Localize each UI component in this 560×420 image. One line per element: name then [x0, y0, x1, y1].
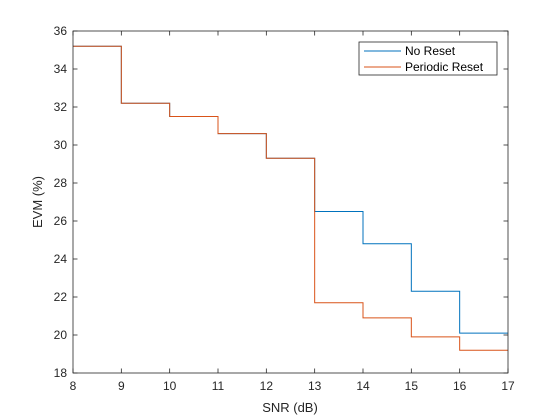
y-tick-label: 32 — [54, 100, 68, 114]
y-axis-label: EVM (%) — [30, 176, 45, 228]
y-tick-label: 24 — [54, 252, 68, 266]
x-tick-label: 11 — [212, 379, 225, 393]
y-tick-label: 28 — [54, 176, 68, 190]
x-tick-label: 14 — [356, 379, 370, 393]
y-tick-label: 34 — [54, 62, 68, 76]
y-axis-ticks: 18 20 22 24 26 28 30 32 34 36 — [54, 24, 508, 380]
axes — [72, 30, 509, 374]
y-tick-label: 22 — [54, 290, 68, 304]
plot-area — [73, 31, 508, 373]
y-tick-label: 30 — [54, 138, 68, 152]
y-tick-label: 18 — [54, 366, 68, 380]
legend-label: Periodic Reset — [405, 60, 484, 74]
x-tick-label: 9 — [118, 379, 125, 393]
y-tick-label: 26 — [54, 214, 68, 228]
x-tick-label: 10 — [163, 379, 177, 393]
x-axis-label: SNR (dB) — [262, 400, 318, 415]
y-tick-label: 20 — [54, 328, 68, 342]
x-tick-label: 12 — [260, 379, 274, 393]
x-tick-label: 15 — [405, 379, 419, 393]
legend-label: No Reset — [405, 44, 456, 58]
x-tick-label: 17 — [501, 379, 515, 393]
plot-background — [73, 31, 508, 373]
x-axis-ticks: 8 9 10 11 12 13 14 15 16 17 — [70, 31, 515, 393]
series-layer — [73, 45, 508, 351]
series-line-periodic-reset — [73, 45, 508, 351]
x-tick-label: 13 — [308, 379, 322, 393]
legend-box — [358, 41, 498, 76]
legend: No Reset Periodic Reset — [358, 41, 498, 76]
x-tick-label: 8 — [70, 379, 77, 393]
x-tick-label: 16 — [453, 379, 467, 393]
axes-box — [72, 30, 509, 374]
y-tick-label: 36 — [54, 24, 68, 38]
